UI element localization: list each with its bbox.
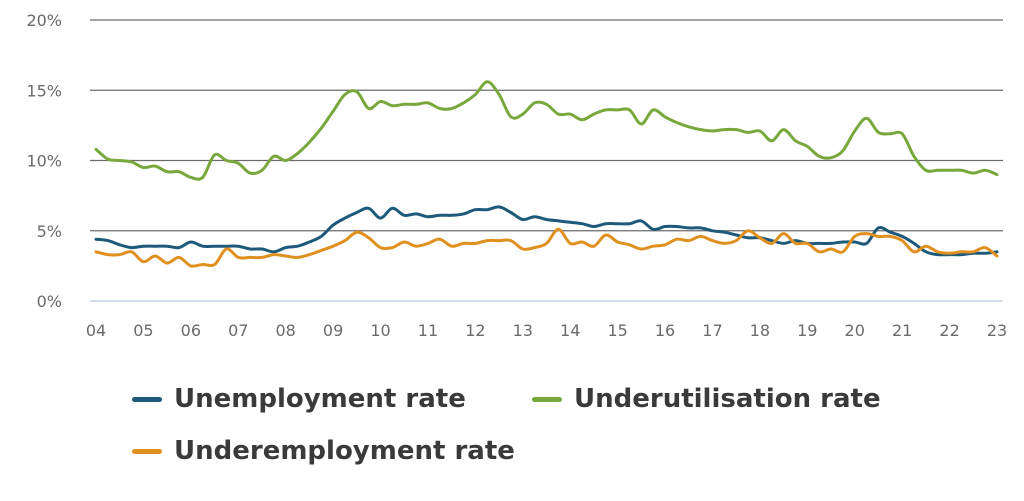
x-tick-label: 12 xyxy=(465,321,485,340)
x-tick-label: 18 xyxy=(750,321,770,340)
x-tick-label: 13 xyxy=(513,321,533,340)
x-tick-label: 10 xyxy=(370,321,390,340)
y-tick-label: 20% xyxy=(26,11,62,30)
x-tick-label: 05 xyxy=(133,321,153,340)
line-chart: 0% 5% 10% 15% 20% 04 05 06 07 08 09 10 11 12 13 14 15 16… xyxy=(26,11,1007,340)
x-tick-label: 21 xyxy=(892,321,912,340)
x-tick-label: 16 xyxy=(655,321,675,340)
series-line-underutilisation xyxy=(94,80,999,181)
series-line-unemployment xyxy=(94,205,999,257)
legend-swatch-underutilisation xyxy=(532,396,562,402)
series-lines xyxy=(94,80,999,268)
x-tick-label: 14 xyxy=(560,321,580,340)
y-axis-ticks: 0% 5% 10% 15% 20% xyxy=(26,11,62,311)
x-axis-ticks: 04 05 06 07 08 09 10 11 12 13 14 15 16 17 18 19 20 21 22 23 xyxy=(86,321,1007,340)
x-tick-label: 08 xyxy=(276,321,296,340)
x-tick-label: 04 xyxy=(86,321,106,340)
x-tick-label: 19 xyxy=(797,321,817,340)
x-tick-label: 06 xyxy=(181,321,201,340)
x-tick-label: 17 xyxy=(702,321,722,340)
x-tick-label: 20 xyxy=(845,321,865,340)
legend-item-unemployment: Unemployment rate xyxy=(132,384,466,414)
grid-lines xyxy=(90,19,1003,302)
x-tick-label: 15 xyxy=(607,321,627,340)
y-tick-label: 0% xyxy=(37,292,62,311)
x-tick-label: 07 xyxy=(228,321,248,340)
y-tick-label: 15% xyxy=(26,81,62,100)
y-tick-label: 10% xyxy=(26,152,62,171)
x-tick-label: 09 xyxy=(323,321,343,340)
x-tick-label: 23 xyxy=(987,321,1007,340)
legend-label-unemployment: Unemployment rate xyxy=(174,384,466,414)
x-tick-label: 11 xyxy=(418,321,438,340)
series-line-underemployment xyxy=(94,227,999,268)
legend-label-underutilisation: Underutilisation rate xyxy=(574,384,881,414)
y-tick-label: 5% xyxy=(37,222,62,241)
legend-swatch-unemployment xyxy=(132,396,162,402)
legend-swatch-underemployment xyxy=(132,448,162,454)
legend-item-underutilisation: Underutilisation rate xyxy=(532,384,881,414)
x-tick-label: 22 xyxy=(939,321,959,340)
legend-label-underemployment: Underemployment rate xyxy=(174,436,515,466)
legend-item-underemployment: Underemployment rate xyxy=(132,436,515,466)
